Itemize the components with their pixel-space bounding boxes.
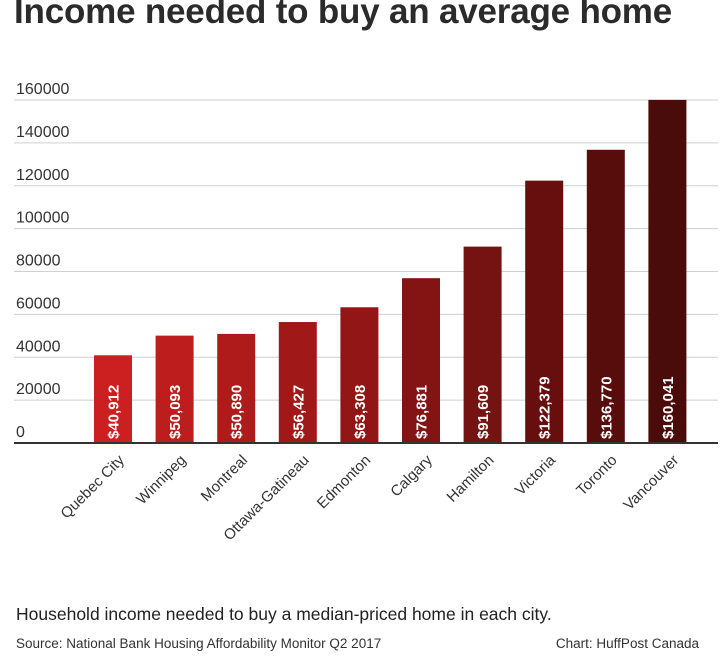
bar-value-label: $136,770 [598, 376, 615, 439]
bar-value-label: $50,890 [229, 385, 246, 439]
bar [155, 335, 194, 443]
chart-credit: Chart: HuffPost Canada [555, 636, 699, 651]
bar [340, 307, 379, 443]
y-tick-label: 60000 [16, 295, 61, 312]
bar-value-label: $50,093 [167, 385, 184, 439]
x-tick-label: Toronto [573, 452, 620, 499]
x-tick-label: Quebec City [57, 451, 128, 522]
chart-title: Income needed to buy an average home [14, 0, 672, 31]
bar [586, 149, 625, 443]
x-tick-label: Victoria [512, 451, 560, 499]
bar [402, 278, 440, 443]
bar [648, 99, 687, 443]
bar-value-label: $56,427 [290, 385, 307, 439]
x-tick-label: Edmonton [314, 452, 374, 512]
y-tick-label: 40000 [16, 338, 61, 355]
chart-caption: Household income needed to buy a median-… [16, 604, 552, 624]
bar-value-label: $122,379 [537, 376, 554, 439]
y-tick-label: 0 [16, 424, 25, 441]
x-tick-label: Calgary [387, 451, 436, 500]
bar [525, 180, 564, 443]
bar-value-label: $63,308 [352, 385, 369, 439]
y-tick-label: 20000 [16, 381, 61, 398]
bar [463, 246, 502, 443]
x-tick-label: Hamilton [444, 452, 498, 506]
y-tick-label: 160000 [16, 81, 69, 98]
bar-value-label: $76,881 [414, 385, 431, 439]
bar-chart: 0 20000 40000 60000 80000 100000 120000 140000 1… [14, 81, 718, 544]
y-tick-label: 80000 [16, 253, 61, 270]
chart-source: Source: National Bank Housing Affordabil… [16, 636, 382, 651]
bar [94, 355, 132, 443]
bar-value-label: $160,041 [660, 376, 677, 439]
y-tick-label: 140000 [16, 124, 69, 141]
x-tick-label: Winnipeg [133, 452, 189, 508]
bar-value-label: $91,609 [475, 385, 492, 439]
bar [217, 333, 256, 443]
x-tick-label: Montreal [198, 452, 251, 505]
y-tick-label: 100000 [16, 210, 69, 227]
y-tick-label: 120000 [16, 167, 69, 184]
bar [278, 322, 317, 443]
x-tick-label: Vancouver [620, 452, 682, 514]
bar-value-label: $40,912 [106, 385, 123, 439]
